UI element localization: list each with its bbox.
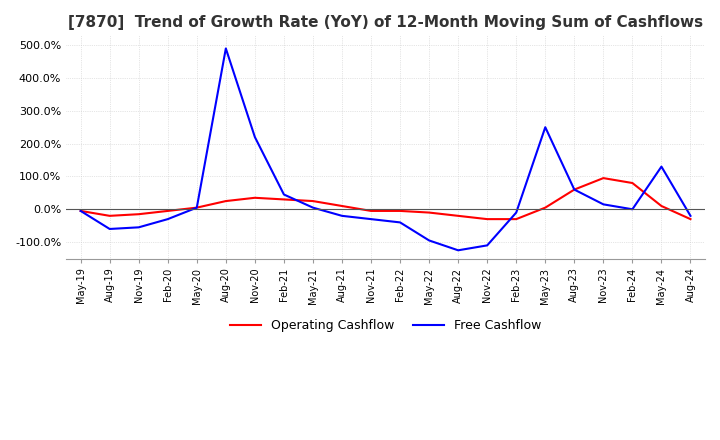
Free Cashflow	[454, 248, 462, 253]
Operating Cashflow	[483, 216, 492, 222]
Operating Cashflow	[425, 210, 433, 215]
Free Cashflow	[135, 225, 143, 230]
Free Cashflow	[686, 213, 695, 219]
Free Cashflow	[483, 243, 492, 248]
Free Cashflow	[541, 125, 549, 130]
Operating Cashflow	[628, 180, 636, 186]
Operating Cashflow	[686, 216, 695, 222]
Operating Cashflow	[222, 198, 230, 204]
Free Cashflow	[279, 192, 288, 197]
Operating Cashflow	[279, 197, 288, 202]
Free Cashflow	[512, 210, 521, 215]
Operating Cashflow	[251, 195, 259, 201]
Operating Cashflow	[396, 208, 405, 213]
Free Cashflow	[192, 205, 201, 210]
Operating Cashflow	[76, 208, 85, 213]
Operating Cashflow	[135, 212, 143, 217]
Operating Cashflow	[163, 208, 172, 213]
Legend: Operating Cashflow, Free Cashflow: Operating Cashflow, Free Cashflow	[225, 314, 546, 337]
Operating Cashflow	[454, 213, 462, 219]
Line: Free Cashflow: Free Cashflow	[81, 48, 690, 250]
Operating Cashflow	[309, 198, 318, 204]
Operating Cashflow	[105, 213, 114, 219]
Free Cashflow	[105, 226, 114, 231]
Free Cashflow	[338, 213, 346, 219]
Operating Cashflow	[657, 203, 666, 209]
Operating Cashflow	[512, 216, 521, 222]
Operating Cashflow	[599, 176, 608, 181]
Free Cashflow	[309, 205, 318, 210]
Free Cashflow	[657, 164, 666, 169]
Title: [7870]  Trend of Growth Rate (YoY) of 12-Month Moving Sum of Cashflows: [7870] Trend of Growth Rate (YoY) of 12-…	[68, 15, 703, 30]
Operating Cashflow	[570, 187, 579, 192]
Free Cashflow	[599, 202, 608, 207]
Free Cashflow	[163, 216, 172, 222]
Free Cashflow	[396, 220, 405, 225]
Free Cashflow	[251, 135, 259, 140]
Free Cashflow	[570, 187, 579, 192]
Free Cashflow	[366, 216, 375, 222]
Free Cashflow	[628, 207, 636, 212]
Operating Cashflow	[338, 203, 346, 209]
Operating Cashflow	[541, 205, 549, 210]
Free Cashflow	[222, 46, 230, 51]
Operating Cashflow	[366, 208, 375, 213]
Free Cashflow	[76, 208, 85, 213]
Line: Operating Cashflow: Operating Cashflow	[81, 178, 690, 219]
Free Cashflow	[425, 238, 433, 243]
Operating Cashflow	[192, 205, 201, 210]
